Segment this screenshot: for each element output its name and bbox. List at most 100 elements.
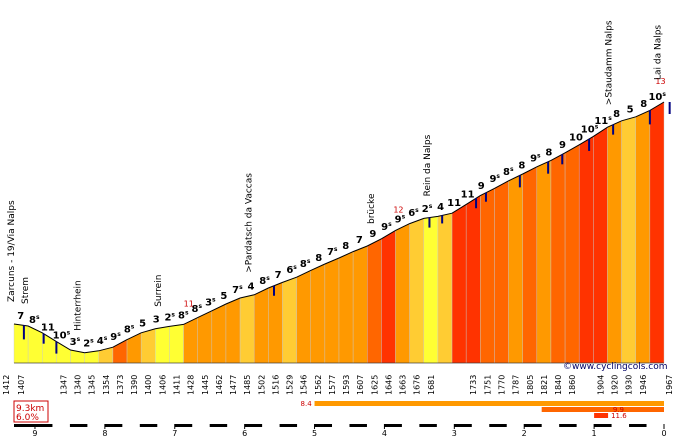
axis-stripe <box>436 424 455 427</box>
altitude-label: 1593 <box>342 375 351 395</box>
grade-bars: 8.4 9.911.6 <box>301 400 664 420</box>
axis-stripe <box>471 424 490 427</box>
grade-label: 4 <box>437 202 444 213</box>
altitude-label: 1406 <box>158 375 167 395</box>
max-grade-label: 13 <box>655 77 665 86</box>
grade-label: 4 <box>247 282 254 293</box>
summary-length: 9.3km <box>16 404 44 414</box>
altitude-label: 1485 <box>243 375 252 395</box>
altitude-label: 1516 <box>271 375 280 395</box>
grade-label: 2s <box>422 203 433 215</box>
axis-stripe <box>297 424 315 427</box>
grade-label: 5 <box>139 318 146 329</box>
profile-segments <box>13 101 665 364</box>
profile-segment <box>536 160 552 364</box>
profile-segment <box>296 270 311 364</box>
profile-segment <box>550 152 566 364</box>
grade-label: 3s <box>205 297 216 309</box>
profile-segment <box>437 212 453 364</box>
grade-label: 3 <box>153 315 160 326</box>
altitude-label: 1904 <box>596 375 605 395</box>
altitude-label: 1546 <box>300 375 309 395</box>
axis-stripe <box>52 424 70 427</box>
profile-segment <box>395 223 410 364</box>
grade-label: 9s <box>530 153 541 165</box>
profile-segment <box>352 245 368 364</box>
grade-label: 9s <box>489 173 500 185</box>
grade-label: 9s <box>381 221 392 233</box>
axis-stripe <box>332 424 350 427</box>
profile-segment <box>522 166 538 364</box>
max-grade-label: 12 <box>393 205 403 214</box>
grade-label: 8s <box>29 314 40 326</box>
altitude-label: 1390 <box>31 375 40 395</box>
grade-label: 8 <box>315 253 322 264</box>
grade-label: 11 <box>461 189 475 200</box>
grade-label: 8 <box>518 160 525 171</box>
profile-segment <box>98 346 114 364</box>
profile-segment <box>367 238 382 364</box>
grade-label: 9s <box>395 213 406 225</box>
altitude-label: 1347 <box>59 375 68 395</box>
grade-label: 9s <box>110 331 121 343</box>
grade-label: 6s <box>408 207 419 219</box>
altitude-label: 1445 <box>201 375 210 395</box>
altitude-label: 1390 <box>130 375 139 395</box>
profile-segment <box>409 218 424 364</box>
altitude-label: 1407 <box>17 375 26 395</box>
altitude-label: 1689 <box>441 375 450 395</box>
profile-segment <box>508 173 523 364</box>
grade-label: 9 <box>478 181 485 192</box>
profile-segment <box>268 282 283 364</box>
grade-label: 7s <box>327 246 338 258</box>
profile-segment <box>197 310 213 364</box>
altitude-label: 1770 <box>498 375 507 395</box>
grade-label: 8s <box>124 324 135 336</box>
axis-stripe <box>227 424 245 427</box>
poi-label: >Staudamm Nalps <box>605 20 615 105</box>
grade-label: 6s <box>286 264 297 276</box>
altitude-label: 1577 <box>328 375 337 395</box>
axis-tick-label: 7 <box>172 429 177 438</box>
grade-bar <box>594 413 609 418</box>
grade-label: 5 <box>627 104 634 115</box>
axis-stripe <box>87 424 105 427</box>
profile-segment <box>607 120 622 364</box>
grade-label: 3s <box>70 336 81 348</box>
profile-segment <box>126 332 142 364</box>
profile-segment <box>211 303 227 364</box>
grade-bar-label: 8.4 <box>301 400 313 408</box>
axis-stripe <box>401 424 420 427</box>
altitude-label: 1787 <box>512 375 521 395</box>
grade-label: 10s <box>581 124 599 136</box>
grade-label: 8s <box>300 258 311 270</box>
axis-stripe <box>506 424 525 427</box>
profile-segment <box>451 204 467 364</box>
altitude-label: 1340 <box>74 375 83 395</box>
profile-segment <box>564 144 580 364</box>
grade-label: 8s <box>178 309 189 321</box>
altitude-label: 1477 <box>229 375 238 395</box>
profile-segment <box>169 324 184 364</box>
grade-bar-label: 9.9 <box>613 406 624 414</box>
profile-segment <box>310 263 326 364</box>
altitude-label: 1860 <box>568 375 577 395</box>
grade-label: 10s <box>53 330 71 342</box>
profile-segment <box>56 341 71 364</box>
max-grade-label: 11 <box>184 299 194 308</box>
altitude-label: 1607 <box>356 375 365 395</box>
altitude-label: 1462 <box>215 375 224 395</box>
altitude-label: 1663 <box>399 375 408 395</box>
altitude-label: 1840 <box>554 375 563 395</box>
axis-tick-label: 3 <box>452 429 457 438</box>
axis-tick-label: 2 <box>522 429 527 438</box>
grade-label: 2s <box>83 337 94 349</box>
altitude-label: 1368 <box>45 375 54 395</box>
axis-tick-label: 1 <box>592 429 597 438</box>
profile-segment <box>324 257 340 364</box>
altitude-label: 1502 <box>257 375 266 395</box>
altitude-label: 1354 <box>102 375 111 395</box>
grade-label: 10s <box>648 91 666 103</box>
grade-label: 5 <box>220 291 227 302</box>
